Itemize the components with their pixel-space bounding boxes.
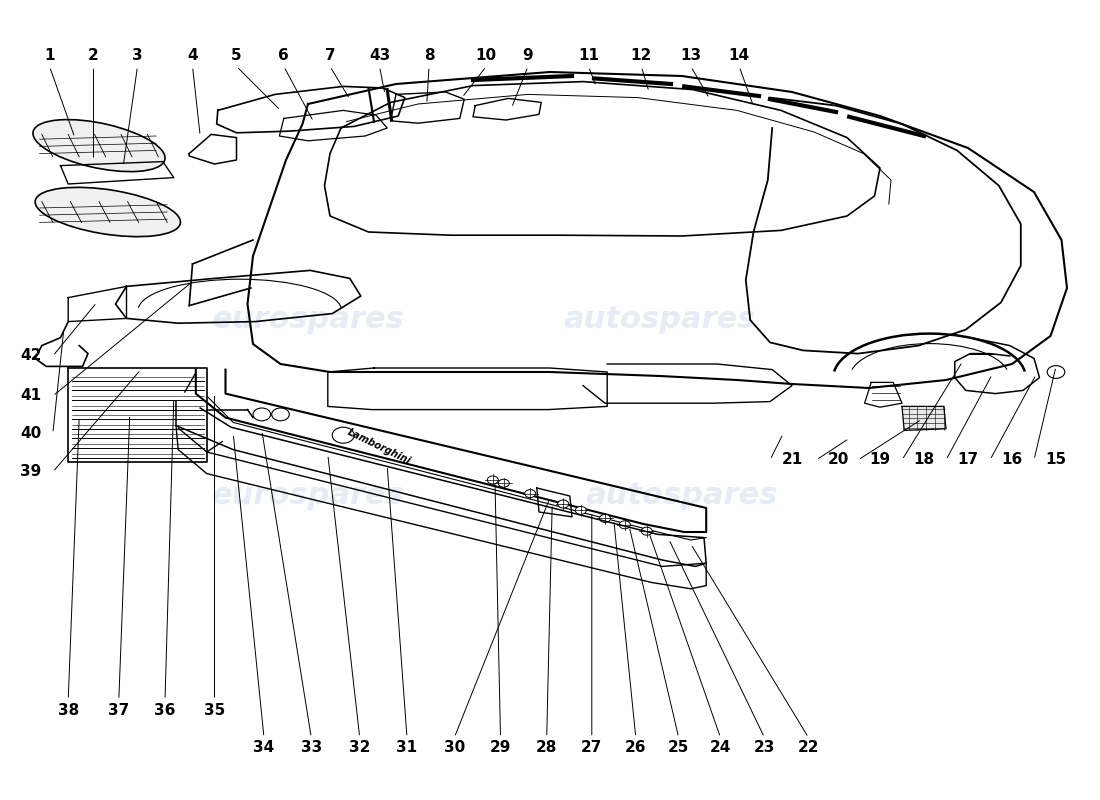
Text: 17: 17 [957,453,979,467]
Text: 42: 42 [20,349,42,363]
Text: 20: 20 [827,453,849,467]
Text: 31: 31 [396,741,418,755]
Text: 9: 9 [522,49,534,63]
Circle shape [272,408,289,421]
Text: 3: 3 [132,49,143,63]
Circle shape [600,514,610,522]
Text: 11: 11 [578,49,600,63]
Text: 15: 15 [1045,453,1067,467]
Text: 24: 24 [710,741,732,755]
Text: 21: 21 [781,453,803,467]
Text: 26: 26 [625,741,647,755]
Text: 32: 32 [349,741,371,755]
Text: Lamborghini: Lamborghini [346,426,412,466]
Text: 10: 10 [475,49,497,63]
Text: 39: 39 [20,465,42,479]
Text: 35: 35 [204,703,226,718]
Text: 12: 12 [630,49,652,63]
Text: autospares: autospares [564,306,756,334]
Ellipse shape [35,187,180,237]
Text: 13: 13 [680,49,702,63]
Circle shape [332,427,354,443]
Text: 8: 8 [424,49,434,63]
Text: 30: 30 [443,741,465,755]
Text: 2: 2 [88,49,99,63]
Text: 36: 36 [154,703,176,718]
Circle shape [558,500,569,508]
Text: 18: 18 [913,453,935,467]
Circle shape [253,408,271,421]
Text: 14: 14 [728,49,750,63]
Text: 25: 25 [668,741,690,755]
Text: 34: 34 [253,741,275,755]
Text: 37: 37 [108,703,130,718]
Text: 19: 19 [869,453,891,467]
Text: eurospares: eurospares [211,482,405,510]
Text: 5: 5 [231,49,242,63]
Text: 43: 43 [368,49,390,63]
Text: 1: 1 [44,49,55,63]
Circle shape [525,490,536,498]
Circle shape [575,506,586,514]
Text: 27: 27 [581,741,603,755]
Text: 38: 38 [57,703,79,718]
Text: 28: 28 [536,741,558,755]
Text: 4: 4 [187,49,198,63]
Circle shape [641,527,652,535]
Text: 33: 33 [300,741,322,755]
Text: 16: 16 [1001,453,1023,467]
Circle shape [498,479,509,487]
Ellipse shape [33,119,165,172]
Text: 6: 6 [278,49,289,63]
Text: autospares: autospares [586,482,778,510]
Circle shape [487,476,498,484]
Text: 22: 22 [798,741,820,755]
Text: 7: 7 [324,49,336,63]
Text: 29: 29 [490,741,512,755]
Text: 41: 41 [20,389,42,403]
Polygon shape [902,406,946,430]
Circle shape [1047,366,1065,378]
Circle shape [619,521,630,529]
Text: eurospares: eurospares [211,306,405,334]
Text: 40: 40 [20,426,42,441]
Text: 23: 23 [754,741,776,755]
